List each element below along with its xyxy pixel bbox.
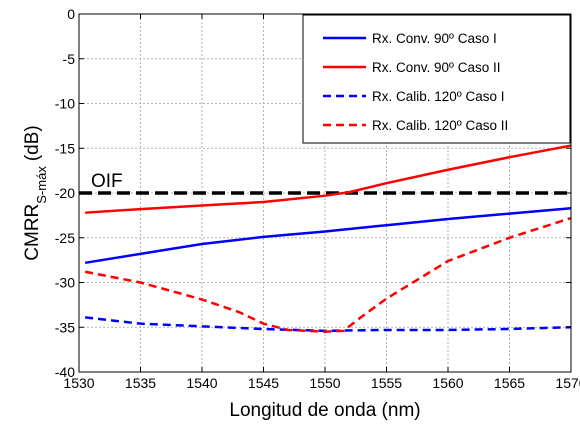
y-tick-label: -30 bbox=[55, 275, 75, 291]
legend-entry: Rx. Calib. 120º Caso II bbox=[372, 118, 508, 133]
x-tick-label: 1555 bbox=[371, 375, 402, 391]
y-tick-label: 0 bbox=[67, 6, 75, 22]
y-axis-label-main: CMRR bbox=[22, 204, 43, 261]
series-line bbox=[85, 208, 571, 263]
y-axis-label: CMRRS-máx (dB) bbox=[22, 125, 49, 260]
x-axis-label: Longitud de onda (nm) bbox=[229, 400, 420, 421]
series-line bbox=[85, 146, 571, 213]
series-lines bbox=[85, 146, 571, 332]
x-tick-label: 1545 bbox=[248, 375, 279, 391]
y-axis-label-unit: (dB) bbox=[22, 125, 43, 161]
oif-label: OIF bbox=[91, 171, 123, 192]
x-tick-label: 1565 bbox=[494, 375, 525, 391]
y-tick-label: -25 bbox=[55, 230, 75, 246]
series-line bbox=[85, 218, 571, 332]
x-tick-label: 1550 bbox=[309, 375, 340, 391]
legend-entry: Rx. Conv. 90º Caso II bbox=[372, 60, 500, 75]
y-tick-label: -35 bbox=[55, 319, 75, 335]
y-axis-label-subscript: S-máx bbox=[34, 166, 49, 204]
y-tick-label: -20 bbox=[55, 185, 75, 201]
y-tick-label: -10 bbox=[55, 96, 75, 112]
y-tick-label: -15 bbox=[55, 140, 75, 156]
y-tick-label: -40 bbox=[55, 364, 75, 380]
legend-entry: Rx. Conv. 90º Caso I bbox=[372, 31, 497, 46]
series-line bbox=[85, 317, 571, 330]
x-tick-label: 1560 bbox=[432, 375, 463, 391]
x-tick-label: 1535 bbox=[125, 375, 156, 391]
legend: Rx. Conv. 90º Caso I Rx. Conv. 90º Caso I… bbox=[303, 15, 570, 143]
x-tick-label: 1540 bbox=[186, 375, 217, 391]
y-tick-label: -5 bbox=[63, 51, 76, 67]
legend-entry: Rx. Calib. 120º Caso I bbox=[372, 89, 505, 104]
